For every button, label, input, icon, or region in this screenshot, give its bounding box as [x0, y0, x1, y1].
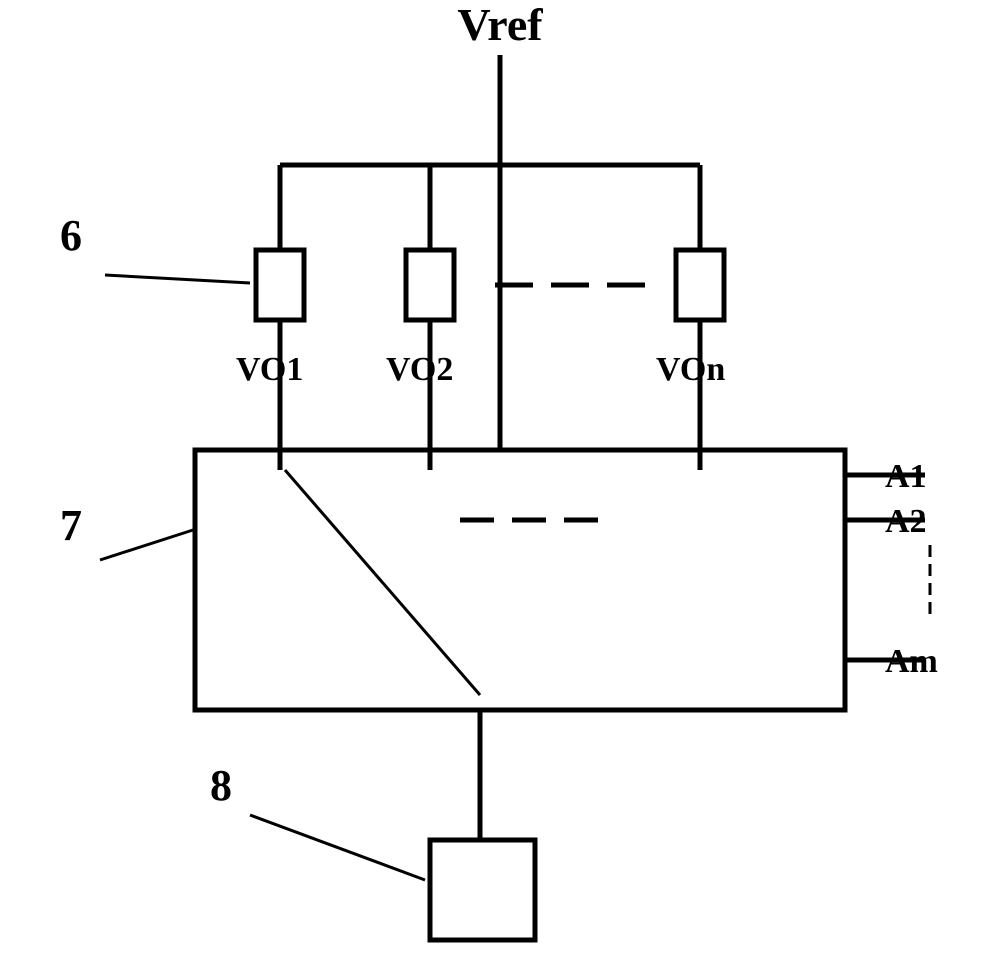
address-label-3: Am — [885, 643, 938, 680]
callout-7: 7 — [60, 501, 82, 550]
regulator-out-label-1: VO1 — [236, 351, 303, 388]
callout-8: 8 — [210, 761, 232, 810]
regulator-3 — [676, 250, 724, 320]
address-label-1: A1 — [885, 458, 927, 495]
mux-box — [195, 450, 845, 710]
regulator-out-label-3: VOn — [656, 351, 725, 388]
regulator-out-label-2: VO2 — [386, 351, 453, 388]
regulator-1 — [256, 250, 304, 320]
callout-6: 6 — [60, 211, 82, 260]
vref-label: Vref — [457, 0, 543, 50]
load-box — [430, 840, 535, 940]
regulator-2 — [406, 250, 454, 320]
address-label-2: A2 — [885, 503, 927, 540]
